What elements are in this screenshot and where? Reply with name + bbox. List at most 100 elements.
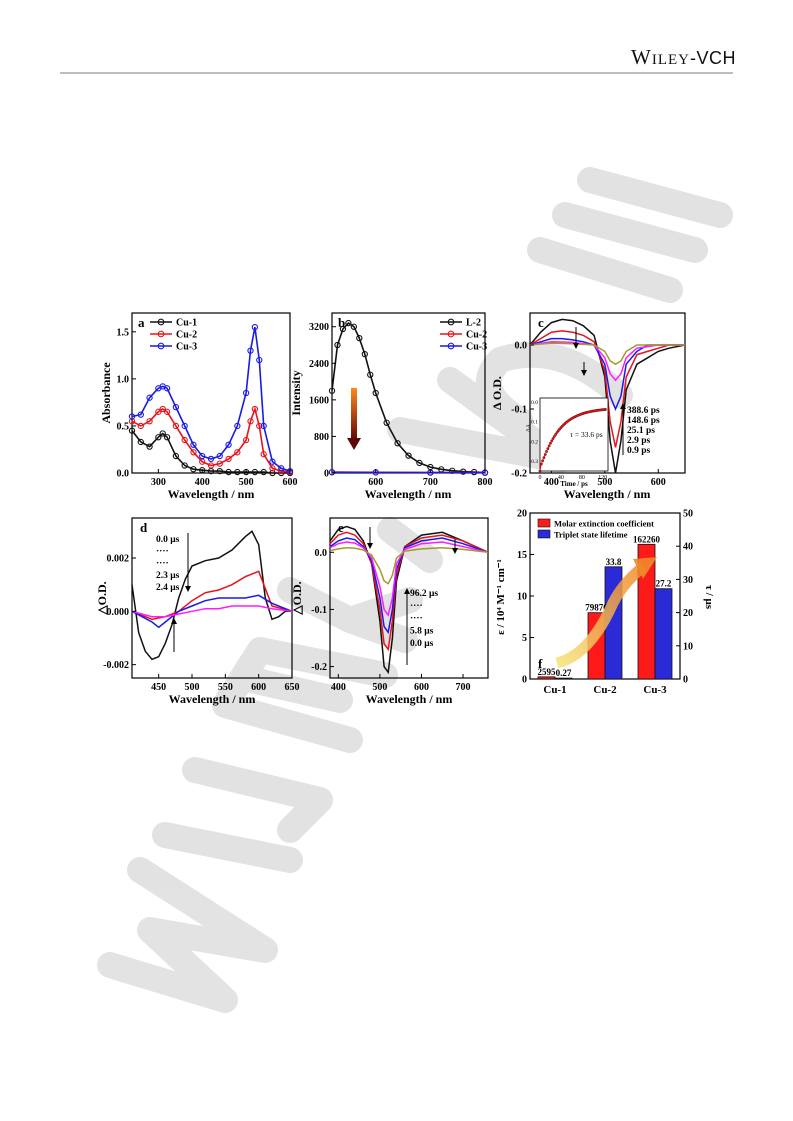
a-series-1-point xyxy=(242,436,250,444)
a-series-1-point xyxy=(190,449,197,456)
inset-xtick-label: 120 xyxy=(598,475,607,481)
c-ytick-label: -0.2 xyxy=(511,469,527,480)
a-legend-label: Cu-1 xyxy=(176,318,197,329)
panel-b-label: b xyxy=(338,315,345,330)
e-xtick-label: 700 xyxy=(456,682,471,693)
d-xtick-label: 550 xyxy=(218,682,233,693)
f-legend-label: Triplet state lifetime xyxy=(554,530,628,540)
c-time-label: 148.6 ps xyxy=(627,416,660,426)
panel-e-ylabel: △O.D. xyxy=(290,581,304,615)
a-series-2-point xyxy=(190,441,197,448)
a-series-1-point xyxy=(234,449,241,456)
e-series-0-line xyxy=(329,525,489,675)
inset-annotation: τ = 33.6 ps xyxy=(570,430,603,439)
a-series-0-point xyxy=(146,443,153,450)
a-series-0-line xyxy=(131,430,290,474)
panel-e-time-labels: 96.2 μs ···· ···· 5.8 μs 0.0 μs xyxy=(410,589,438,649)
c-series-3-line xyxy=(529,341,685,382)
b-legend-marker xyxy=(447,330,455,338)
e-series-4-line xyxy=(329,546,489,585)
c-series-0-line xyxy=(529,318,686,474)
panel-e-frame xyxy=(329,517,489,679)
a-series-2-point xyxy=(225,441,232,448)
a-xtick-label: 500 xyxy=(239,477,254,488)
category-label: Cu-2 xyxy=(593,684,617,696)
up-arrow-icon xyxy=(404,588,410,665)
e-time-label: ···· xyxy=(410,602,423,612)
lifetime-data-label: 0.27 xyxy=(556,668,572,678)
e-time-label: ···· xyxy=(410,614,423,624)
a-series-2-point xyxy=(278,465,285,472)
panel-b-xlabel: Wavelength / nm xyxy=(365,487,452,501)
e-xtick-label: 400 xyxy=(331,682,346,693)
f-legend-swatch xyxy=(537,518,551,528)
panel-f-axes: Cu-1 Cu-2 Cu-3 0 5 10 15 20 0 10 20 30 40 50 xyxy=(517,509,693,697)
f-right-tick-label: 20 xyxy=(683,608,693,619)
f-right-tick-label: 50 xyxy=(683,509,693,520)
panel-b-ylabel: Intensity xyxy=(289,370,303,415)
a-series-1-point xyxy=(225,455,232,463)
panel-a-axes: 300 400 500 600 0.0 0.5 1.0 1.5 xyxy=(117,327,298,488)
panel-f-label: f xyxy=(538,656,543,671)
a-ytick-label: 0.0 xyxy=(117,469,130,480)
e-ytick-label: -0.1 xyxy=(311,605,327,616)
panel-e-xlabel: Wavelength / nm xyxy=(366,692,453,706)
e-time-label: 96.2 μs xyxy=(410,589,438,599)
f-right-tick-label: 0 xyxy=(683,675,688,686)
panel-c-ylabel: Δ O.D. xyxy=(490,376,504,410)
inset-xtick-label: 0 xyxy=(539,475,542,481)
inset-xlabel: Time / ps xyxy=(560,480,588,488)
brand-suffix: -VCH xyxy=(690,48,736,68)
panel-e-axes: 400 500 600 700 0.0 -0.1 -0.2 xyxy=(311,548,470,693)
d-xtick-label: 650 xyxy=(285,682,300,693)
inset-data-point xyxy=(538,469,542,473)
c-ytick-label: 0.0 xyxy=(515,341,528,352)
a-series-0-point xyxy=(128,427,136,434)
c-series-1-line xyxy=(529,330,685,448)
a-series-0-point xyxy=(172,452,180,460)
d-time-label: ···· xyxy=(156,547,169,557)
a-series-2-point xyxy=(247,347,254,354)
panel-e-plot-area xyxy=(329,525,489,675)
e-series-3-line xyxy=(329,541,489,617)
a-series-1-point xyxy=(172,422,180,430)
a-xtick-label: 600 xyxy=(283,477,298,488)
d-series-3-line xyxy=(131,605,293,618)
extinction-bar xyxy=(537,676,556,680)
b-series-0-point xyxy=(345,319,352,327)
panel-d-ylabel: △O.D. xyxy=(95,581,109,615)
extinction-data-label: 162260 xyxy=(633,534,661,544)
lifetime-bar xyxy=(654,588,673,680)
panel-c-xlabel: Wavelength / nm xyxy=(564,487,651,501)
a-series-1-point xyxy=(269,465,276,472)
b-series-0-point xyxy=(356,334,363,342)
f-left-tick-label: 0 xyxy=(522,675,527,686)
a-legend-label: Cu-2 xyxy=(176,330,197,341)
inset-ytick-label: -0.2 xyxy=(529,439,538,445)
a-series-0-point xyxy=(251,468,259,476)
inset-ytick-label: 0.0 xyxy=(531,400,538,406)
a-series-2-point xyxy=(260,422,267,430)
decreasing-arrow-icon xyxy=(347,388,361,450)
a-series-2-point xyxy=(251,323,259,331)
panel-d-xlabel: Wavelength / nm xyxy=(169,692,256,706)
b-ytick-label: 2400 xyxy=(309,359,329,370)
c-series-4-line xyxy=(529,342,685,366)
panel-d-label: d xyxy=(140,520,148,535)
inset-fit-line xyxy=(539,408,606,472)
b-series-0-point xyxy=(334,341,341,349)
b-series-2-point xyxy=(328,469,336,476)
inset-ylabel: ΔA xyxy=(526,423,532,432)
d-series-0-line xyxy=(131,530,292,661)
panel-f-bar-chart: 2595 0.27 79876 33.8 162260 27.2 Cu-1 Cu-2 Cu-3… xyxy=(495,509,715,697)
e-series-2-line xyxy=(329,537,489,635)
a-series-2-point xyxy=(199,452,206,460)
f-left-tick-label: 10 xyxy=(517,592,527,603)
f-right-tick-label: 40 xyxy=(683,542,693,553)
lifetime-bar xyxy=(554,677,573,680)
inset-xtick-label: 80 xyxy=(579,475,585,481)
b-series-0-point xyxy=(383,419,390,426)
c-time-label: 0.9 ps xyxy=(627,446,651,456)
